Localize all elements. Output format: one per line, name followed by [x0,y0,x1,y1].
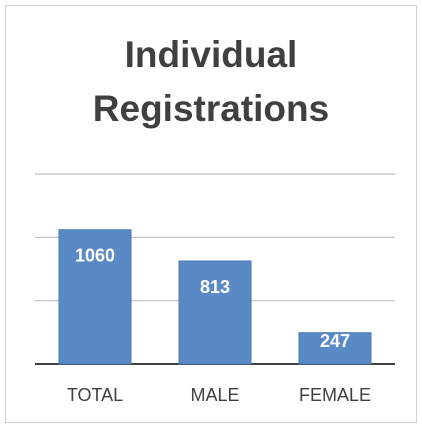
data-label: 247 [320,331,350,351]
bar [178,260,252,365]
x-tick-label: TOTAL [67,385,123,405]
x-tick-label: MALE [190,385,239,405]
bar [58,229,132,365]
data-label: 813 [200,277,230,297]
x-tick-label: FEMALE [299,385,371,405]
chart-title: Individual Registrations [92,34,330,129]
data-label: 1060 [75,245,115,265]
bar [298,332,372,365]
